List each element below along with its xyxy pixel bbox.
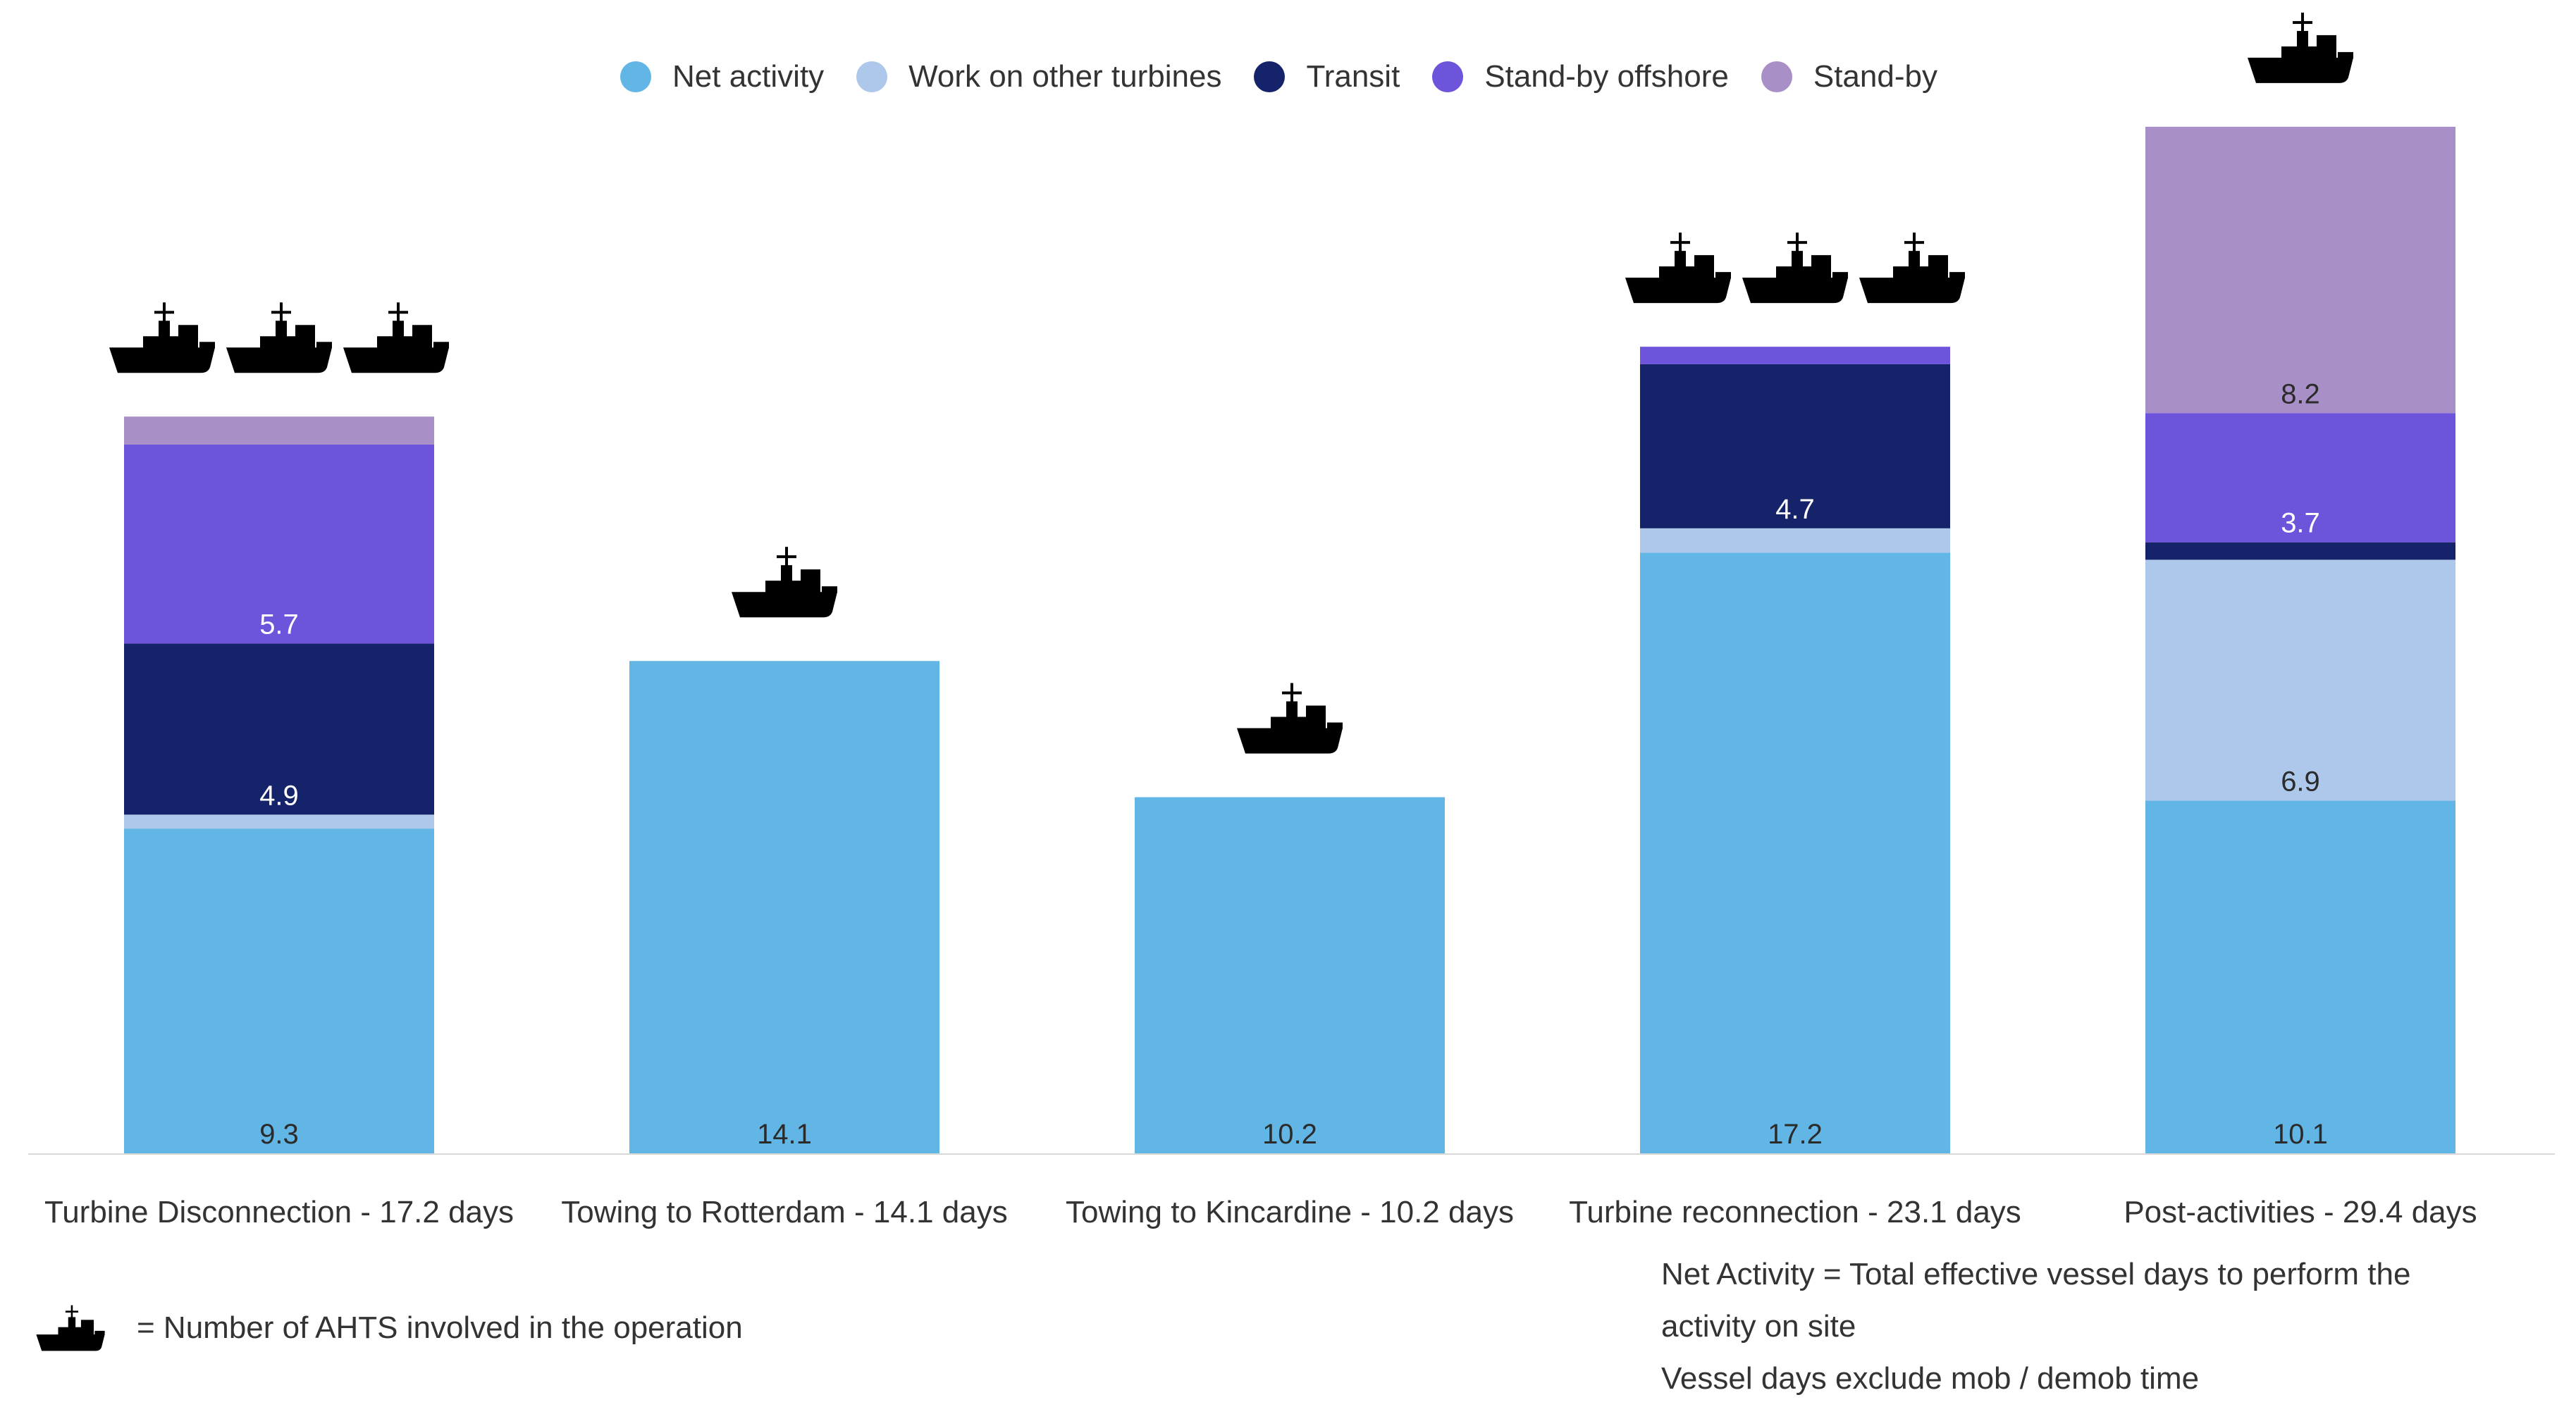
bar-net-activity-4 [2145, 800, 2455, 1153]
legend-item-stand-by: Stand-by [1761, 59, 1937, 94]
vessel-key-text: = Number of AHTS involved in the operati… [137, 1310, 743, 1345]
bar-net-activity-2 [1135, 797, 1445, 1153]
bar-transit-0 [124, 643, 434, 815]
note-line-3: Vessel days exclude mob / demob time [1661, 1361, 2200, 1396]
bar-transit-4 [2145, 542, 2455, 560]
ship-icon [1859, 232, 1965, 304]
legend-swatch-net-activity [620, 61, 651, 92]
legend-item-stand-by-offshore: Stand-by offshore [1432, 59, 1729, 94]
bar-stand-by-offshore-3 [1640, 347, 1950, 364]
bar-stand-by-0 [124, 416, 434, 445]
data-label-net-activity-4: 10.1 [2273, 1119, 2328, 1150]
ship-icon [226, 302, 332, 373]
data-label-net-activity-0: 9.3 [259, 1119, 299, 1150]
bar-stand-by-offshore-0 [124, 444, 434, 644]
legend-item-net-activity: Net activity [620, 59, 824, 94]
ship-icon [36, 1305, 105, 1351]
category-label-2: Towing to Kincardine - 10.2 days [1066, 1195, 1514, 1229]
bar-net-activity-3 [1640, 552, 1950, 1153]
chart-notes: Net Activity = Total effective vessel da… [1661, 1248, 2535, 1405]
legend-swatch-work-on-other-turbines [856, 61, 888, 92]
data-label-transit-0: 4.9 [259, 780, 299, 811]
ship-icon [109, 302, 215, 373]
legend-label-net-activity: Net activity [672, 59, 825, 94]
vessel-key: = Number of AHTS involved in the operati… [28, 1303, 743, 1353]
category-label-0: Turbine Disconnection - 17.2 days [44, 1195, 514, 1229]
ship-icon [732, 547, 837, 618]
legend-swatch-stand-by [1761, 61, 1792, 92]
note-line-2: activity on site [1661, 1309, 1856, 1344]
data-label-net-activity-2: 10.2 [1262, 1119, 1317, 1150]
ship-icon [1625, 232, 1731, 304]
data-label-stand-by-offshore-0: 5.7 [259, 609, 299, 640]
legend-swatch-stand-by-offshore [1432, 61, 1464, 92]
data-label-net-activity-3: 17.2 [1768, 1119, 1823, 1150]
category-label-1: Towing to Rotterdam - 14.1 days [561, 1195, 1007, 1229]
bar-transit-3 [1640, 364, 1950, 528]
legend-label-work-on-other-turbines: Work on other turbines [908, 59, 1222, 94]
data-label-net-activity-1: 14.1 [757, 1119, 812, 1150]
legend-item-work-on-other-turbines: Work on other turbines [856, 59, 1221, 94]
bar-net-activity-0 [124, 829, 434, 1153]
data-label-stand-by-4: 8.2 [2281, 378, 2320, 409]
legend-label-transit: Transit [1306, 59, 1400, 94]
chart-legend: Net activity Work on other turbines Tran… [620, 59, 1970, 94]
category-label-3: Turbine reconnection - 23.1 days [1569, 1195, 2021, 1229]
data-label-stand-by-offshore-4: 3.7 [2281, 508, 2320, 539]
category-label-4: Post-activities - 29.4 days [2124, 1195, 2477, 1229]
bar-stand-by-offshore-4 [2145, 413, 2455, 542]
bar-stand-by-4 [2145, 126, 2455, 414]
note-line-1: Net Activity = Total effective vessel da… [1661, 1257, 2411, 1291]
data-label-transit-3: 4.7 [1775, 494, 1815, 525]
legend-swatch-transit [1254, 61, 1286, 92]
bar-work-on-other-turbines-0 [124, 814, 434, 829]
legend-label-stand-by: Stand-by [1813, 59, 1937, 94]
ship-icon [343, 302, 449, 373]
legend-label-stand-by-offshore: Stand-by offshore [1484, 59, 1729, 94]
bar-net-activity-1 [629, 661, 939, 1153]
ship-icon [2248, 12, 2353, 83]
legend-item-transit: Transit [1254, 59, 1400, 94]
data-label-work-on-other-turbines-4: 6.9 [2281, 766, 2320, 797]
ship-icon [1237, 683, 1343, 754]
bar-work-on-other-turbines-4 [2145, 559, 2455, 801]
bar-work-on-other-turbines-3 [1640, 528, 1950, 553]
ship-icon [1742, 232, 1848, 304]
